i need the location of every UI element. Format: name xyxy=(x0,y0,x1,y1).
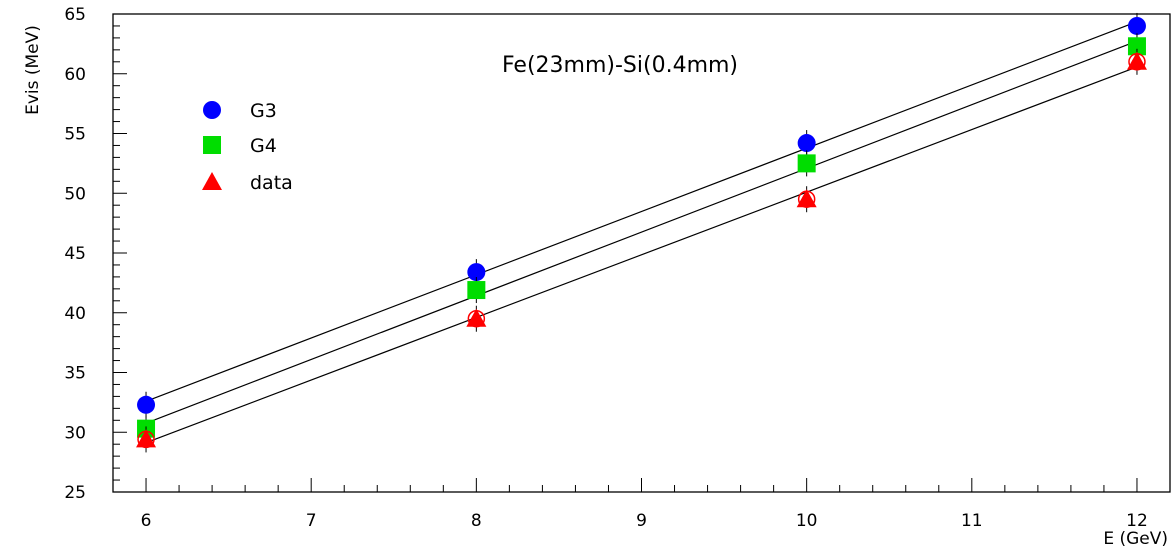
legend-marker-data xyxy=(202,172,222,190)
y-tick-label: 50 xyxy=(64,184,86,204)
legend-marker-g3 xyxy=(203,101,221,119)
x-tick-label: 6 xyxy=(141,511,152,531)
point-outline-data xyxy=(467,309,486,328)
point-outline-data xyxy=(1128,53,1146,71)
point-outline-data xyxy=(797,190,816,208)
point-g3 xyxy=(1127,16,1146,35)
axis-ticks xyxy=(113,13,1138,493)
legend-label-g3: G3 xyxy=(250,100,277,122)
x-tick-label: 7 xyxy=(306,511,317,531)
point-outline-data xyxy=(137,430,155,449)
point-g4 xyxy=(1127,37,1146,56)
fit-lines xyxy=(145,21,1138,444)
x-axis-title: E (GeV) xyxy=(1103,529,1168,549)
x-tick-label: 11 xyxy=(961,511,983,531)
point-g3 xyxy=(467,263,486,282)
x-tick-label: 9 xyxy=(636,511,647,531)
point-data xyxy=(466,308,487,327)
y-axis-title: Evis (MeV) xyxy=(23,25,43,115)
x-tick-label: 12 xyxy=(1126,511,1148,531)
legend-marker-g4 xyxy=(203,136,221,154)
data-markers xyxy=(136,12,1147,453)
y-tick-label: 40 xyxy=(64,304,86,324)
point-data xyxy=(136,429,157,448)
fit-line-g4 xyxy=(145,40,1138,424)
y-tick-label: 65 xyxy=(64,5,86,25)
legend: G3 G4 data xyxy=(202,100,293,194)
point-g3 xyxy=(137,395,156,414)
fit-line-data xyxy=(145,66,1138,444)
x-tick-label: 10 xyxy=(796,511,818,531)
x-tick-label: 8 xyxy=(471,511,482,531)
y-tick-label: 55 xyxy=(64,125,86,145)
y-tick-label: 35 xyxy=(64,364,86,384)
plot-title: Fe(23mm)-Si(0.4mm) xyxy=(502,53,738,78)
point-data xyxy=(796,189,817,208)
y-tick-label: 45 xyxy=(64,244,86,264)
point-g3 xyxy=(797,134,816,153)
fit-line-g3 xyxy=(145,21,1138,402)
y-tick-label: 60 xyxy=(64,65,86,85)
point-g4 xyxy=(467,281,486,300)
y-tick-label: 25 xyxy=(64,483,86,503)
legend-label-g4: G4 xyxy=(250,135,277,157)
point-data xyxy=(1126,51,1147,70)
tick-labels: 6 7 8 9 10 11 12 25 30 35 40 45 50 55 60 65 xyxy=(64,5,1147,531)
legend-label-data: data xyxy=(250,172,293,194)
point-g4 xyxy=(797,154,816,173)
y-tick-label: 30 xyxy=(64,423,86,443)
plot-frame xyxy=(112,13,1171,493)
